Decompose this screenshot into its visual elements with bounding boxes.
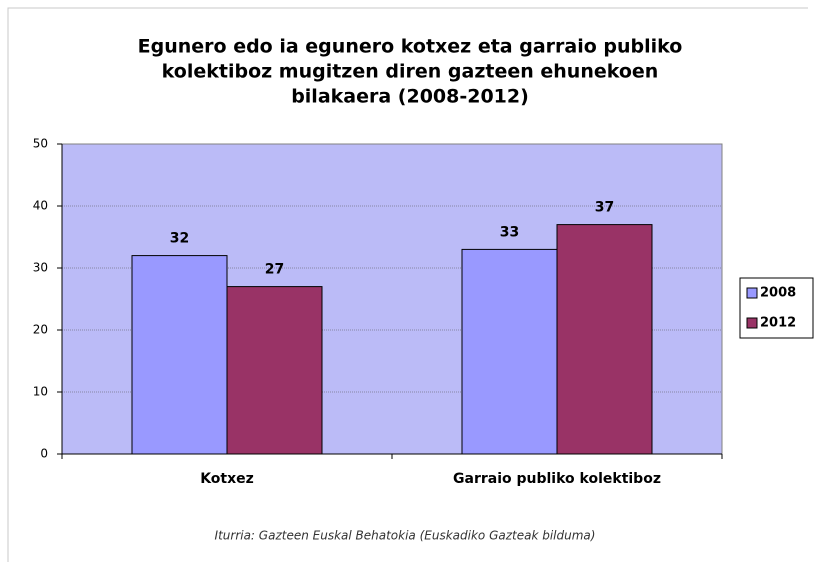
y-tick-label: 0 (40, 447, 48, 461)
value-label: 33 (500, 224, 519, 240)
legend-label: 2008 (760, 286, 796, 301)
y-tick-label: 40 (33, 199, 48, 213)
bar (226, 286, 323, 455)
frame (7, 7, 808, 562)
value-label: 32 (170, 231, 189, 247)
chart-title: Egunero edo ia egunero kotxez eta garrai… (138, 36, 683, 58)
y-tick-label: 30 (33, 261, 48, 275)
x-tick-label: Garraio publiko kolektiboz (453, 471, 661, 487)
source-note: Iturria: Gazteen Euskal Behatokia (Euska… (215, 529, 596, 543)
legend-label: 2012 (760, 316, 796, 331)
legend-swatch (746, 287, 758, 299)
value-label: 27 (265, 262, 284, 278)
value-label: 37 (595, 200, 614, 216)
bar (556, 224, 653, 455)
chart-title: kolektiboz mugitzen diren gazteen ehunek… (162, 61, 659, 83)
bar (131, 255, 228, 455)
chart-title: bilakaera (2008-2012) (291, 86, 529, 108)
x-tick-label: Kotxez (200, 471, 254, 487)
legend-swatch (746, 317, 758, 329)
y-tick-label: 20 (33, 323, 48, 337)
y-tick-label: 10 (33, 385, 48, 399)
y-tick-label: 50 (33, 137, 48, 151)
bar (461, 248, 558, 455)
